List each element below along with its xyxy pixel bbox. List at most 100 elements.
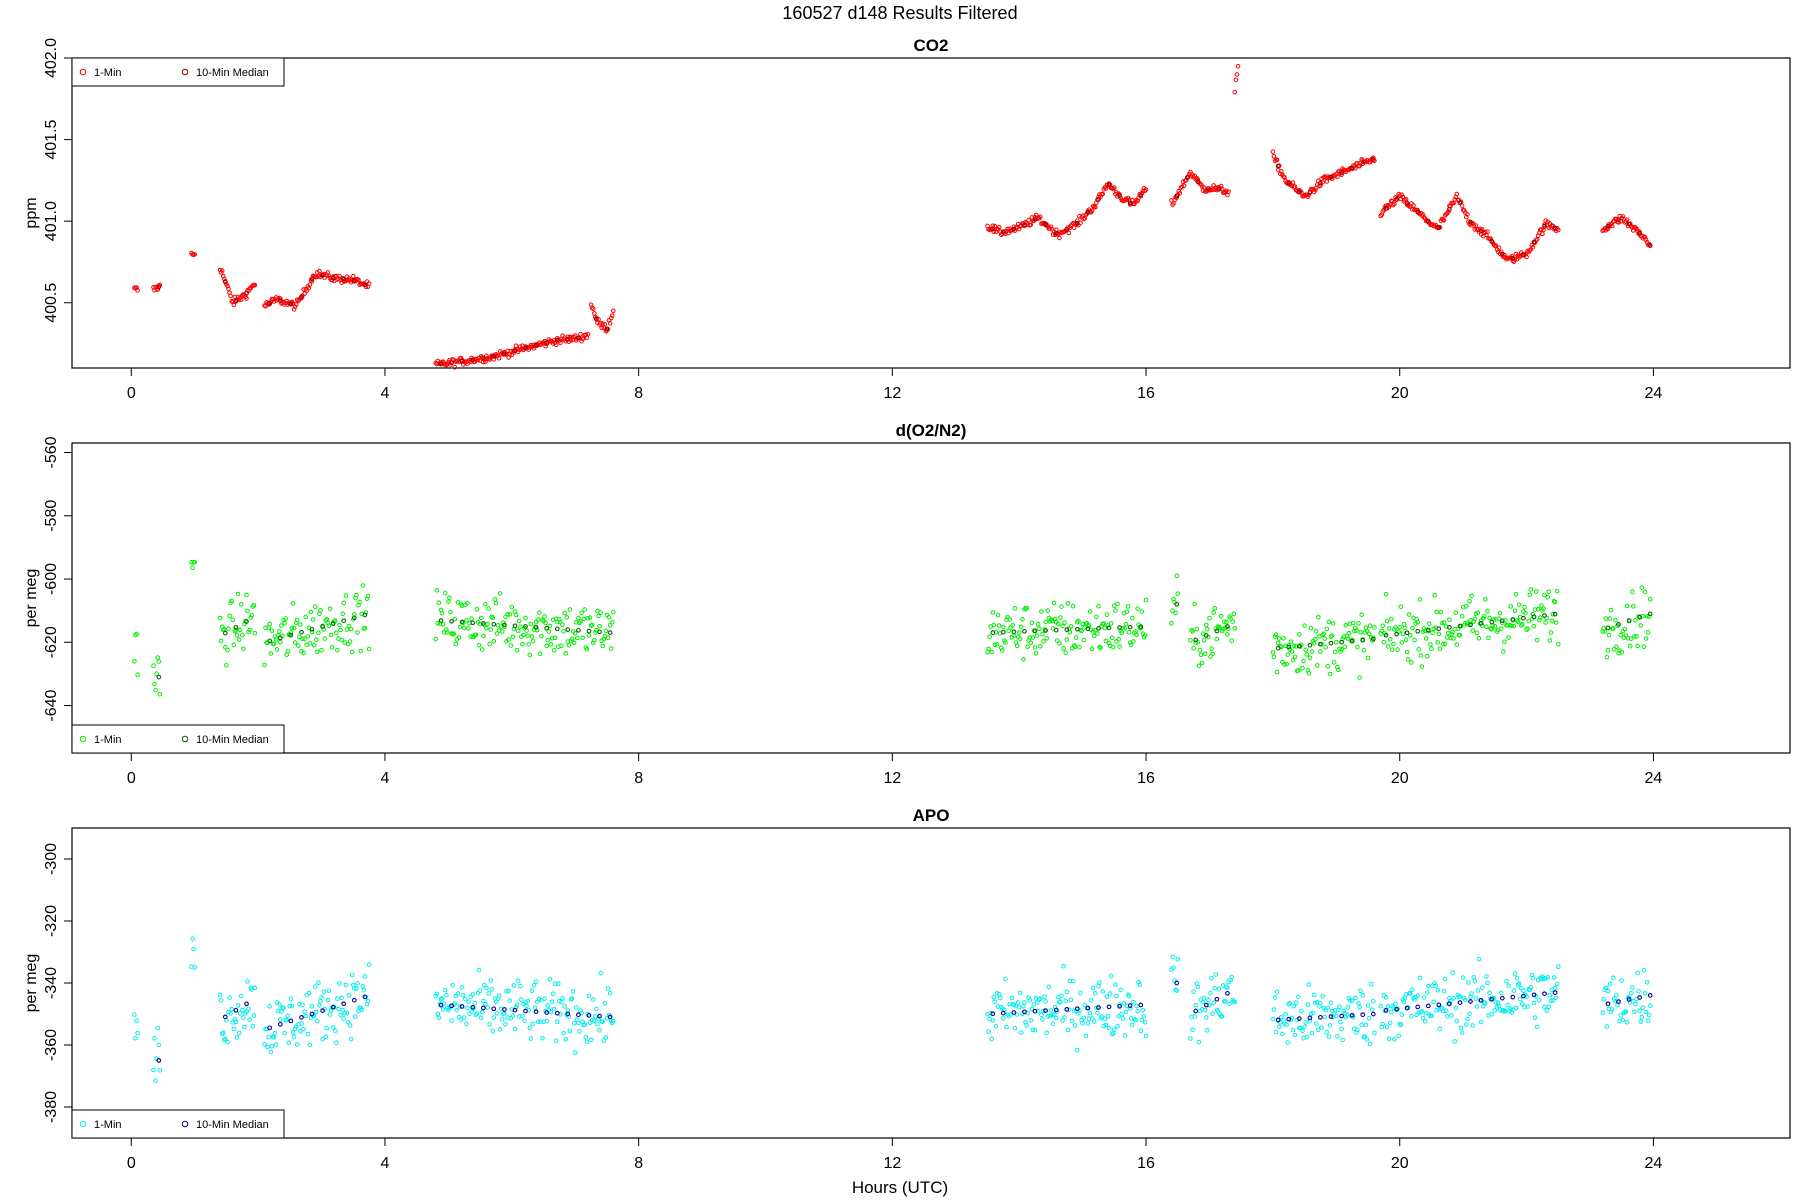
point-1min (1626, 995, 1632, 1001)
point-1min (434, 588, 440, 593)
point-1min (246, 1006, 251, 1012)
point-1min (359, 1007, 365, 1013)
panel-2: d(O2/N2)0 4 8 12 16 20 24-640-620-600-580-560p… (23, 421, 1791, 787)
point-1min (513, 612, 519, 618)
point-1min (1515, 619, 1521, 625)
point-1min (593, 1014, 598, 1019)
point-1min (1631, 604, 1636, 609)
point-median (1096, 197, 1101, 202)
point-1min (314, 1009, 319, 1015)
point-1min (1044, 636, 1049, 641)
legend-label-1min: 1-Min (94, 734, 122, 746)
point-1min (609, 313, 615, 318)
point-1min (1538, 615, 1543, 620)
point-1min (1069, 1018, 1075, 1024)
point-1min (522, 1018, 527, 1024)
point-1min (1475, 988, 1481, 993)
point-1min (356, 277, 361, 283)
point-1min (1210, 187, 1215, 192)
point-median (470, 620, 476, 626)
point-median (1193, 1008, 1199, 1014)
point-1min (1125, 604, 1131, 609)
point-1min (1233, 77, 1239, 83)
point-1min (1043, 999, 1048, 1004)
point-1min (1440, 641, 1446, 647)
point-1min (1085, 623, 1091, 629)
point-median (320, 272, 325, 278)
point-1min (1208, 654, 1213, 659)
point-1min (1423, 636, 1429, 641)
y-tick-label: -620 (43, 626, 60, 658)
point-1min (1038, 644, 1043, 649)
point-1min (545, 638, 551, 643)
point-1min (1213, 972, 1219, 977)
point-1min (237, 1011, 243, 1016)
point-median (1489, 238, 1495, 244)
point-1min (1026, 217, 1031, 223)
point-1min (1192, 1014, 1197, 1019)
point-1min (237, 627, 243, 633)
point-1min (334, 630, 339, 636)
point-1min (1437, 1026, 1443, 1032)
point-median (1286, 1016, 1292, 1022)
point-1min (986, 646, 991, 652)
point-1min (1112, 185, 1117, 190)
point-median (1478, 228, 1484, 234)
point-1min (1539, 227, 1544, 232)
legend-box (71, 57, 285, 87)
x-tick-label: 4 (381, 1155, 390, 1172)
point-1min (1432, 981, 1437, 986)
point-1min (1369, 1007, 1375, 1013)
point-1min (597, 1028, 602, 1033)
point-1min (224, 663, 229, 668)
point-median (1394, 631, 1399, 637)
point-1min (1320, 180, 1325, 185)
point-1min (1533, 589, 1539, 594)
point-median (1203, 633, 1209, 638)
point-1min (1224, 619, 1229, 625)
point-1min (1644, 614, 1650, 619)
point-1min (1223, 999, 1228, 1004)
point-1min (1134, 632, 1139, 638)
point-median (277, 635, 283, 641)
point-1min (485, 621, 490, 627)
point-median (1383, 1007, 1389, 1013)
point-1min (553, 1038, 559, 1043)
point-1min (1286, 643, 1291, 648)
point-median (459, 1004, 465, 1009)
point-1min (1525, 626, 1530, 631)
point-median (330, 621, 336, 626)
point-1min (315, 1018, 320, 1024)
point-1min (1324, 626, 1330, 632)
point-median (1138, 1002, 1144, 1008)
point-1min (240, 632, 245, 638)
point-1min (1061, 646, 1066, 651)
point-1min (1521, 988, 1526, 994)
point-1min (271, 1035, 277, 1040)
point-1min (307, 640, 313, 646)
point-1min (1200, 1000, 1206, 1005)
x-tick-label: 24 (1645, 770, 1663, 787)
point-1min (1102, 1016, 1108, 1022)
point-median (449, 618, 454, 624)
point-median (1296, 189, 1302, 195)
point-median (554, 1010, 560, 1016)
point-1min (1133, 1018, 1138, 1023)
point-1min (1316, 615, 1321, 620)
point-1min (302, 291, 307, 296)
point-1min (1361, 647, 1367, 653)
point-1min (1112, 1027, 1117, 1032)
point-1min (339, 995, 344, 1001)
point-1min (1225, 985, 1230, 991)
point-1min (351, 982, 356, 988)
point-median (1127, 200, 1133, 206)
point-1min (1094, 1005, 1099, 1011)
point-1min (1178, 185, 1184, 191)
point-1min (1143, 597, 1149, 603)
point-1min (1336, 667, 1341, 673)
point-median (1415, 209, 1421, 215)
point-1min (302, 1009, 307, 1015)
point-1min (1210, 651, 1215, 657)
point-1min (363, 610, 369, 615)
